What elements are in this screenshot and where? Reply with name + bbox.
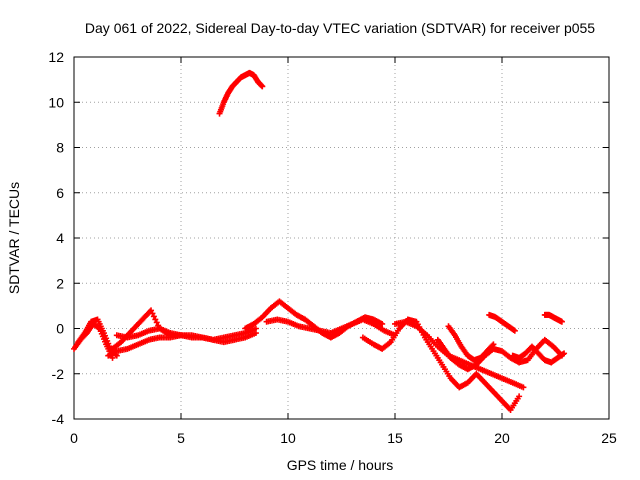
data-point: [379, 320, 386, 327]
y-tick-label: 8: [56, 140, 64, 156]
data-point: [178, 332, 184, 339]
axis-ticks: 0 5 10 15 20 25 -4 -2 0 2 4 6 8 10 12: [48, 49, 617, 446]
series-arc-14: [509, 343, 568, 366]
y-axis-label: SDTVAR / TECUs: [6, 182, 22, 294]
data-point: [561, 350, 568, 357]
x-tick-label: 5: [177, 430, 185, 446]
y-tick-label: 2: [56, 275, 64, 291]
data-point: [520, 384, 527, 391]
series-arc-13: [486, 311, 518, 334]
y-tick-label: 10: [48, 94, 64, 110]
data-point: [259, 83, 266, 90]
series-arc-11: [434, 336, 565, 373]
series-arc-5: [113, 325, 184, 341]
data-point: [252, 330, 259, 337]
y-tick-label: 12: [48, 49, 64, 65]
data-point: [149, 310, 156, 317]
series-arc-12: [445, 323, 497, 364]
data-points: [71, 69, 568, 413]
y-tick-label: 0: [56, 321, 64, 337]
chart-title: Day 061 of 2022, Sidereal Day-to-day VTE…: [85, 20, 595, 36]
x-tick-label: 15: [387, 430, 403, 446]
data-point: [490, 341, 497, 348]
y-tick-label: -2: [52, 366, 65, 382]
series-arc-15: [541, 311, 565, 325]
data-point: [150, 313, 157, 320]
x-tick-label: 0: [70, 430, 78, 446]
grid: [74, 57, 609, 419]
data-point: [558, 318, 565, 325]
series-arc-8: [263, 316, 398, 339]
data-point: [516, 393, 523, 400]
data-point: [153, 319, 160, 326]
data-point: [511, 327, 518, 334]
series-arc-9: [359, 316, 523, 413]
y-tick-label: 6: [56, 185, 64, 201]
x-axis-label: GPS time / hours: [287, 457, 394, 473]
y-tick-label: -4: [52, 411, 65, 427]
x-tick-label: 20: [494, 430, 510, 446]
data-point: [152, 316, 159, 323]
y-tick-label: 4: [56, 230, 64, 246]
series-arc-6: [216, 69, 266, 117]
data-point: [148, 307, 155, 314]
data-point: [489, 342, 496, 349]
x-tick-label: 25: [601, 430, 617, 446]
x-tick-label: 10: [280, 430, 296, 446]
